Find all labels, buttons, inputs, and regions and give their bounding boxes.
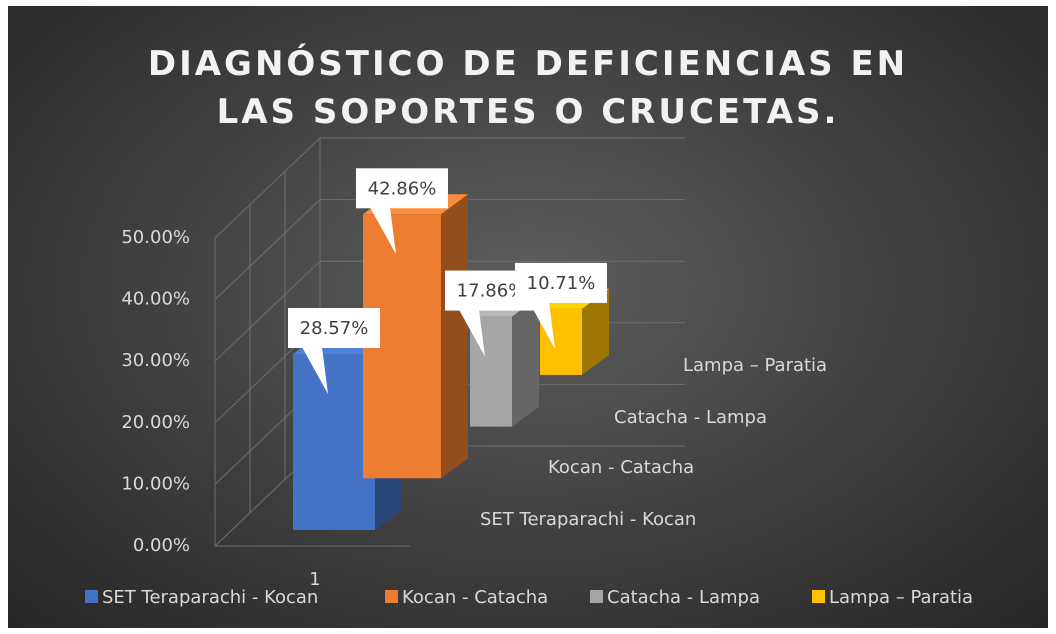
callout-box (356, 168, 448, 209)
callout-box (288, 308, 380, 349)
legend-swatch (85, 590, 98, 603)
y-tick-label: 40.00% (121, 289, 190, 310)
legend-swatch (812, 590, 825, 603)
y-tick-label: 0.00% (133, 535, 190, 556)
depth-label: Lampa – Paratia (683, 355, 827, 376)
data-label: 42.86% (368, 178, 437, 199)
bar (293, 354, 375, 530)
chart-title: DIAGNÓSTICO DE DEFICIENCIAS EN LAS SOPOR… (147, 44, 909, 132)
y-tick-label: 20.00% (121, 412, 190, 433)
legend-swatch (385, 590, 398, 603)
data-label: 10.71% (527, 273, 596, 294)
depth-label: Kocan - Catacha (548, 457, 694, 478)
legend-label: Lampa – Paratia (829, 587, 973, 608)
plot: 0.00%10.00%20.00%30.00%40.00%50.00%1SET … (85, 137, 973, 608)
chart: DIAGNÓSTICO DE DEFICIENCIAS EN LAS SOPOR… (8, 6, 1048, 628)
legend-swatch (590, 590, 603, 603)
callout-box (515, 262, 607, 303)
y-tick-label: 50.00% (121, 227, 190, 248)
bar-side (441, 194, 468, 479)
bar-side (582, 288, 609, 375)
data-label: 28.57% (300, 318, 369, 339)
x-tick-label: 1 (309, 569, 320, 590)
callout-pointer (529, 301, 555, 349)
bar-side (512, 296, 539, 427)
callout-pointer (370, 207, 396, 255)
legend-label: Kocan - Catacha (402, 587, 548, 608)
callout-pointer (302, 347, 328, 395)
callout-pointer (459, 309, 485, 357)
data-label: 17.86% (457, 281, 526, 302)
depth-label: Catacha - Lampa (614, 407, 767, 428)
y-tick-label: 10.00% (121, 473, 190, 494)
legend-label: Catacha - Lampa (607, 587, 760, 608)
legend-label: SET Teraparachi - Kocan (102, 587, 318, 608)
depth-label: SET Teraparachi - Kocan (480, 509, 696, 530)
y-tick-label: 30.00% (121, 350, 190, 371)
